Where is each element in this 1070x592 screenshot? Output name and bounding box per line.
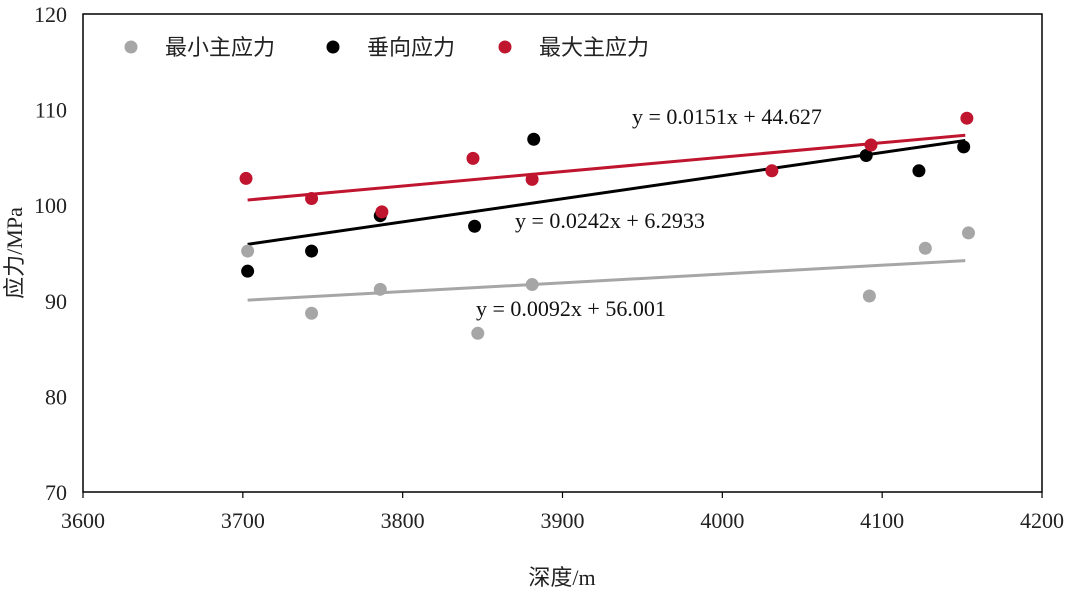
x-tick-label: 4000 bbox=[700, 508, 744, 533]
y-tick-label: 80 bbox=[45, 384, 67, 409]
data-point bbox=[305, 306, 319, 320]
x-axis-label: 深度/m bbox=[528, 565, 595, 590]
y-axis-label: 应力/MPa bbox=[2, 207, 27, 299]
trendline bbox=[247, 133, 966, 202]
data-point bbox=[765, 164, 779, 178]
plot-area bbox=[82, 13, 1043, 493]
trend-equation: y = 0.0092x + 56.001 bbox=[476, 296, 666, 321]
data-point bbox=[471, 326, 485, 340]
data-point bbox=[525, 172, 539, 186]
x-tick-label: 4200 bbox=[1020, 508, 1064, 533]
data-point bbox=[239, 171, 253, 185]
trend-equation: y = 0.0151x + 44.627 bbox=[632, 104, 822, 129]
legend-marker bbox=[326, 40, 340, 54]
data-point bbox=[912, 164, 926, 178]
data-point bbox=[305, 244, 319, 258]
data-point bbox=[525, 278, 539, 292]
data-point bbox=[864, 138, 878, 152]
data-point bbox=[375, 205, 389, 219]
y-tick-label: 110 bbox=[35, 98, 67, 123]
data-point bbox=[468, 219, 482, 233]
data-point bbox=[373, 282, 387, 296]
trendline bbox=[247, 259, 966, 302]
x-tick-label: 4100 bbox=[860, 508, 904, 533]
legend-marker bbox=[498, 40, 512, 54]
x-tick-label: 3600 bbox=[61, 508, 105, 533]
legend-marker bbox=[124, 40, 138, 54]
data-point bbox=[466, 151, 480, 165]
data-point bbox=[918, 241, 932, 255]
y-tick-label: 120 bbox=[34, 2, 67, 27]
x-tick-label: 3800 bbox=[381, 508, 425, 533]
x-tick-label: 3900 bbox=[541, 508, 585, 533]
y-tick-label: 90 bbox=[45, 289, 67, 314]
data-point bbox=[862, 289, 876, 303]
trendline bbox=[247, 138, 966, 246]
y-tick-label: 70 bbox=[45, 480, 67, 505]
data-point bbox=[957, 140, 971, 154]
data-point bbox=[960, 111, 974, 125]
data-point bbox=[527, 132, 541, 146]
data-point bbox=[241, 244, 255, 258]
data-point bbox=[241, 264, 255, 278]
legend-label: 最大主应力 bbox=[539, 36, 649, 61]
legend-label: 垂向应力 bbox=[367, 36, 455, 61]
legend-label: 最小主应力 bbox=[165, 36, 275, 61]
data-point bbox=[305, 192, 319, 206]
data-point bbox=[961, 226, 975, 240]
data-point bbox=[859, 148, 873, 162]
x-tick-label: 3700 bbox=[221, 508, 265, 533]
trend-equation: y = 0.0242x + 6.2933 bbox=[515, 208, 705, 233]
y-tick-label: 100 bbox=[34, 193, 67, 218]
